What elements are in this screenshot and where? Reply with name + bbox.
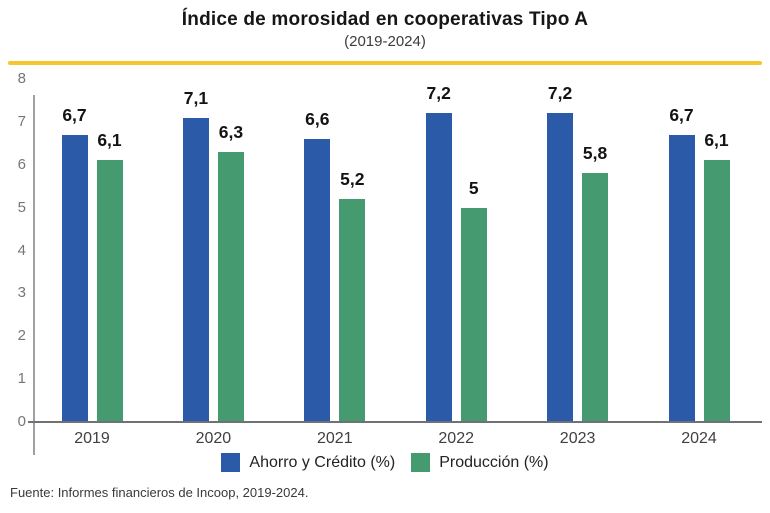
y-axis-tick-label: 0 [17,413,26,430]
x-axis-category-label: 2020 [195,430,232,447]
bar-value-label: 6,1 [704,130,729,151]
bar-value-label: 6,3 [218,121,244,142]
bar-produccion [339,199,366,421]
x-axis-category-label: 2019 [74,430,110,447]
bar-value-label: 5 [468,177,479,198]
y-axis-line [33,95,35,455]
x-axis-category-label: 2021 [317,430,353,447]
bar-produccion [217,151,244,421]
chart-title: Índice de morosidad en cooperativas Tipo… [181,9,589,30]
accent-rule [8,61,762,65]
bar-produccion [703,160,730,421]
bar-value-label: 7,1 [183,87,209,108]
chart-subtitle: (2019-2024) [344,33,426,50]
bar-value-label: 6,6 [305,109,330,130]
bar-value-label: 6,7 [62,104,87,125]
y-axis-tick-label: 3 [17,284,26,302]
bar-ahorro-y-credito [61,134,88,421]
bar-ahorro-y-credito [547,113,574,421]
bar-produccion [460,207,487,421]
legend-swatch-ahorro-icon [221,453,241,472]
legend-swatch-produccion-icon [411,453,431,472]
legend-label-produccion: Producción (%) [439,453,549,471]
bar-value-label: 7,2 [426,83,451,104]
legend-label-ahorro: Ahorro y Crédito (%) [249,453,396,471]
bar-ahorro-y-credito [425,113,452,421]
bar-ahorro-y-credito [668,134,695,421]
bar-produccion [582,173,609,421]
bar-value-label: 5,2 [340,169,365,190]
bar-produccion [96,160,123,421]
y-axis-tick-label: 5 [17,198,26,216]
y-axis-tick-label: 7 [17,112,26,130]
y-axis-tick-label: 4 [17,241,26,259]
x-axis-category-label: 2022 [438,430,474,447]
x-axis-line [28,421,762,423]
y-axis-tick-label: 8 [17,70,26,87]
bar-value-label: 7,2 [547,83,573,104]
source-note: Fuente: Informes financieros de Incoop, … [10,485,309,500]
bar-ahorro-y-credito [304,139,331,421]
y-axis-tick-label: 2 [17,327,26,345]
bar-ahorro-y-credito [182,117,209,421]
y-axis-tick-label: 6 [17,155,26,173]
x-axis-category-label: 2024 [681,430,717,447]
chart-legend: Ahorro y Crédito (%) Producción (%) [0,453,770,472]
bar-value-label: 6,1 [97,130,122,151]
legend-item-ahorro: Ahorro y Crédito (%) [221,453,395,472]
legend-item-produccion: Producción (%) [411,453,549,472]
x-axis-category-label: 2023 [559,430,596,447]
bar-value-label: 5,8 [582,143,608,164]
y-axis-tick-label: 1 [17,370,26,388]
bar-value-label: 6,7 [669,104,694,125]
